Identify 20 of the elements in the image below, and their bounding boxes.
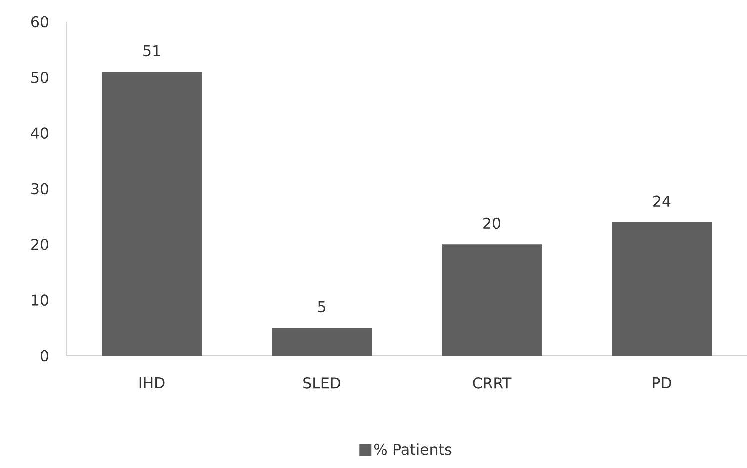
x-tick-label: PD: [653, 378, 672, 388]
bar: [272, 328, 372, 356]
data-label: 5: [318, 302, 326, 313]
y-tick-label: 20: [32, 239, 48, 250]
y-tick-label: 50: [32, 72, 48, 84]
bar: [612, 222, 712, 356]
y-tick-label: 30: [32, 183, 48, 195]
legend-label: % Patients: [374, 444, 452, 456]
x-tick-label: CRRT: [473, 378, 512, 389]
data-label: 20: [484, 218, 501, 230]
data-label: 51: [144, 45, 160, 57]
x-tick-label: SLED: [304, 378, 341, 389]
data-label: 24: [654, 196, 671, 207]
bar: [102, 72, 202, 356]
y-tick-label: 0: [40, 350, 48, 362]
y-tick-label: 10: [32, 294, 48, 306]
bar: [442, 244, 542, 356]
x-tick-label: IHD: [140, 378, 165, 388]
y-tick-label: 40: [31, 128, 48, 139]
y-tick-label: 60: [32, 16, 48, 28]
